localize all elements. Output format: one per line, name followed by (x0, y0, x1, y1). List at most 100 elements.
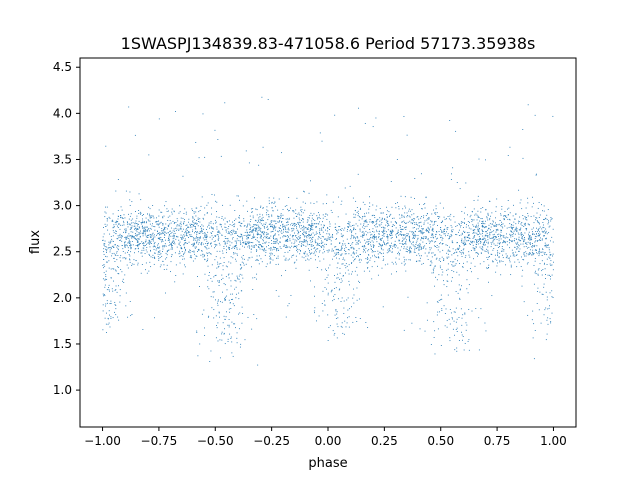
data-point (296, 240, 298, 242)
data-point (131, 240, 133, 242)
data-point (473, 258, 474, 260)
data-point (369, 196, 370, 198)
data-point (287, 208, 288, 210)
data-point (401, 221, 403, 223)
data-point (315, 233, 317, 235)
data-point (220, 226, 222, 228)
x-axis-ticks: −1.00 −0.75 −0.50 −0.25 0.00 0.25 0.50 0.75 1.00 (84, 427, 567, 448)
data-point (514, 238, 516, 240)
data-point (193, 253, 195, 255)
data-point (408, 239, 410, 241)
data-point (171, 245, 173, 247)
data-point (126, 245, 128, 247)
data-point (353, 288, 354, 290)
data-point (235, 286, 237, 288)
data-point (180, 248, 182, 250)
data-point (336, 313, 338, 315)
data-point (296, 249, 298, 251)
data-point (215, 274, 217, 276)
data-point (308, 233, 310, 235)
data-point (537, 273, 539, 275)
data-point (418, 218, 420, 220)
data-point (348, 226, 349, 228)
data-point (548, 232, 550, 234)
data-point (196, 232, 198, 234)
data-point (517, 232, 519, 234)
data-point (314, 247, 316, 248)
data-point (529, 254, 531, 256)
data-point (114, 244, 116, 246)
data-point (337, 326, 339, 328)
data-point (136, 241, 138, 243)
data-point (184, 219, 186, 221)
data-point (119, 228, 121, 230)
data-point (421, 208, 423, 210)
data-point (488, 281, 489, 283)
data-point (143, 245, 145, 247)
data-point (327, 236, 329, 238)
data-point (417, 216, 419, 217)
data-point (411, 231, 413, 233)
data-point (477, 229, 479, 231)
data-point (344, 264, 346, 266)
data-point (485, 330, 487, 332)
data-point (403, 261, 405, 263)
data-point (436, 314, 438, 316)
data-point (390, 230, 391, 232)
data-point (374, 215, 376, 216)
data-point (486, 256, 488, 258)
data-point (159, 238, 161, 240)
data-point (287, 220, 289, 222)
data-point (251, 226, 253, 228)
data-point (179, 245, 181, 246)
data-point (511, 226, 513, 228)
data-point (419, 203, 420, 205)
data-point (350, 254, 352, 256)
data-point (117, 255, 119, 256)
data-point (457, 255, 459, 257)
data-point (417, 224, 418, 226)
data-point (401, 246, 402, 248)
data-point (226, 289, 228, 291)
data-point (459, 245, 461, 247)
data-point (159, 266, 161, 268)
data-point (319, 214, 320, 216)
data-point (468, 308, 470, 310)
data-point (511, 249, 513, 251)
data-point (322, 252, 324, 254)
data-point (482, 222, 484, 224)
data-point (174, 230, 175, 232)
data-point (533, 246, 535, 248)
data-point (251, 245, 253, 247)
data-point (462, 221, 464, 223)
data-point (403, 216, 405, 218)
data-point (359, 254, 361, 255)
data-point (160, 239, 162, 241)
data-point (170, 244, 172, 245)
data-point (512, 234, 514, 236)
data-point (145, 231, 147, 233)
data-point (315, 226, 317, 228)
data-point (491, 212, 493, 214)
data-point (406, 212, 408, 214)
data-point (277, 263, 279, 265)
data-point (426, 213, 428, 214)
data-point (148, 234, 150, 236)
data-point (407, 296, 409, 298)
data-point (180, 246, 182, 248)
data-point (317, 238, 319, 240)
data-point (552, 269, 554, 271)
data-point (125, 238, 127, 240)
data-point (140, 199, 142, 201)
data-point (266, 232, 268, 234)
data-point (143, 244, 145, 246)
data-point (437, 311, 439, 313)
data-point (308, 192, 310, 194)
data-point (421, 236, 422, 238)
data-point (218, 216, 220, 218)
data-point (365, 321, 367, 323)
data-point (545, 245, 547, 247)
data-point (110, 236, 112, 237)
data-point (161, 228, 163, 229)
data-point (266, 229, 268, 231)
